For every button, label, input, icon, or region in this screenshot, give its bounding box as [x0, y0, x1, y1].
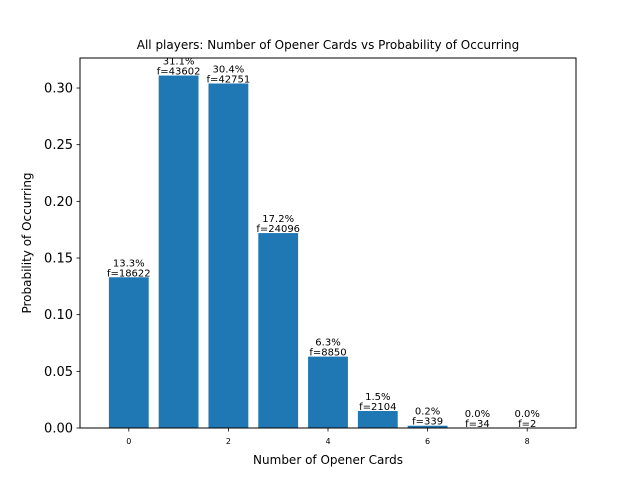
bar-5 [357, 411, 398, 428]
plot-frame [79, 57, 577, 429]
bar-label-frequency: f=339 [412, 417, 443, 428]
x-tick-label: 2 [226, 437, 231, 446]
x-axis: 0 2 4 6 8 [126, 428, 530, 446]
bar-label-frequency: f=2104 [359, 402, 396, 413]
bar-label-frequency: f=8850 [309, 348, 346, 359]
y-axis-label: Probability of Occurring [20, 172, 34, 313]
bar-label-frequency: f=42751 [207, 74, 251, 85]
bar-label-percent: 31.1% [163, 57, 195, 68]
y-tick-label: 0.10 [44, 308, 73, 323]
y-tick-label: 0.30 [44, 82, 73, 97]
bars-group [108, 75, 548, 428]
bar-label-percent: 0.0% [514, 409, 539, 420]
bar-label-percent: 0.0% [465, 409, 490, 420]
bar-label-percent: 1.5% [365, 392, 390, 403]
bar-label-percent: 17.2% [262, 214, 294, 225]
bar-label-percent: 6.3% [315, 338, 340, 349]
y-tick-label: 0.20 [44, 195, 73, 210]
y-tick-label: 0.25 [44, 138, 73, 153]
bar-label-frequency: f=43602 [157, 67, 201, 78]
chart-title: All players: Number of Opener Cards vs P… [137, 38, 520, 52]
bar-0 [108, 277, 149, 428]
bar-2 [208, 83, 249, 428]
bar-labels-group: 13.3%f=18622 31.1%f=43602 30.4%f=42751 17.2… [107, 57, 540, 430]
y-tick-label: 0.05 [44, 365, 73, 380]
bar-1 [158, 75, 199, 428]
bar-3 [258, 233, 299, 428]
x-tick-label: 6 [425, 437, 430, 446]
bar-label-frequency: f=18622 [107, 268, 151, 279]
y-tick-label: 0.00 [44, 422, 73, 437]
bar-label-percent: 0.2% [415, 407, 440, 418]
bar-label-percent: 13.3% [113, 258, 145, 269]
bar-label-frequency: f=2 [518, 419, 536, 430]
bar-label-frequency: f=34 [465, 419, 490, 430]
x-tick-label: 8 [525, 437, 530, 446]
bar-label-percent: 30.4% [213, 64, 245, 75]
x-axis-label: Number of Opener Cards [253, 453, 403, 467]
x-tick-label: 0 [126, 437, 131, 446]
y-axis: 0.00 0.05 0.10 0.15 0.20 0.25 0.30 [44, 82, 80, 437]
x-tick-label: 4 [325, 437, 330, 446]
y-tick-label: 0.15 [44, 252, 73, 267]
bar-6 [407, 425, 448, 428]
bar-4 [308, 356, 348, 428]
bar-label-frequency: f=24096 [256, 224, 300, 235]
